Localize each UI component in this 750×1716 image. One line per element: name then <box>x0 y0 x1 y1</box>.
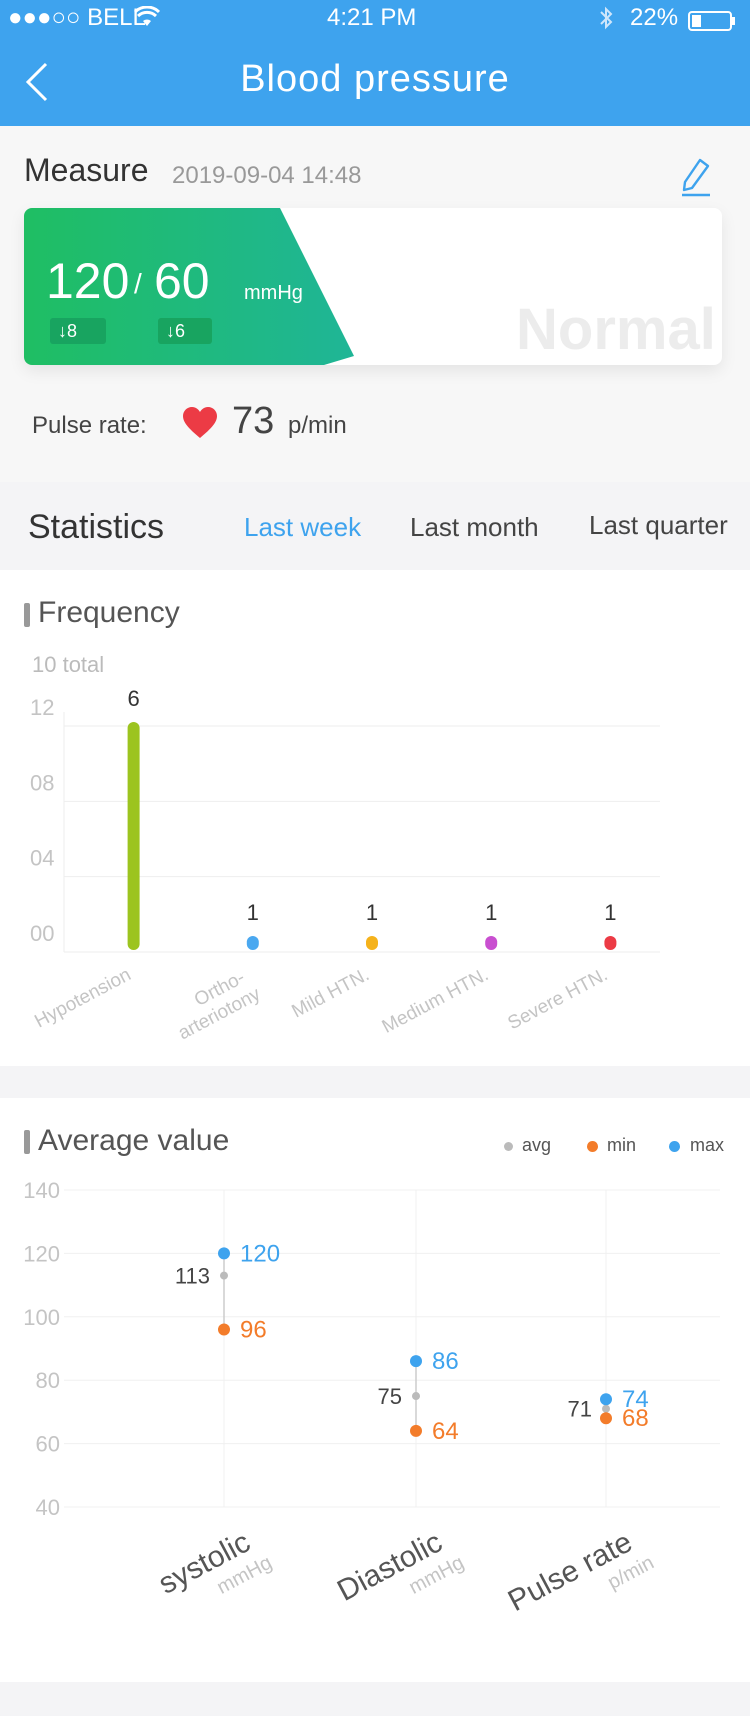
x-tick-text: Severe HTN. <box>505 964 612 1034</box>
tab-last-week[interactable]: Last week <box>244 512 362 542</box>
diastolic-value: 60 <box>154 253 210 309</box>
statistics-title: Statistics <box>28 508 165 546</box>
systolic-change-badge: ↓8 <box>50 318 106 344</box>
x-tick-label: Medium HTN. <box>379 964 492 1038</box>
wifi-icon <box>133 5 161 35</box>
min-point <box>600 1412 612 1425</box>
y-tick-label: 04 <box>30 846 54 871</box>
x-tick-label: Ortho-arteriotony <box>175 967 265 1040</box>
carrier-signal: ●●●○○ BELL <box>8 4 146 31</box>
avg-point <box>220 1271 228 1280</box>
max-value-label: 120 <box>240 1240 280 1267</box>
battery-icon <box>688 10 736 38</box>
max-point <box>410 1355 422 1368</box>
pulse-value: 73 <box>232 400 275 442</box>
min-value-label: 96 <box>240 1316 267 1343</box>
y-tick-label: 08 <box>30 770 54 795</box>
chevron-left-icon <box>25 62 48 102</box>
section-marker <box>24 603 30 627</box>
x-tick-text: Mild HTN. <box>288 964 372 1022</box>
status-label: Normal <box>516 297 716 362</box>
bar-value-label: 6 <box>127 690 139 711</box>
bar <box>604 936 617 950</box>
bar-value-label: 1 <box>366 900 378 925</box>
frequency-card <box>0 570 750 1066</box>
avg-value-label: 113 <box>175 1264 210 1289</box>
x-tick-label: Severe HTN. <box>505 964 612 1034</box>
page-title: Blood pressure <box>240 58 510 100</box>
bar <box>127 722 140 950</box>
y-tick-label: 60 <box>36 1432 60 1457</box>
value-separator: / <box>134 268 142 299</box>
frequency-chart: 00 04 08 12 6 Hypotension 1 Ortho-arteriotony 1 M… <box>30 690 660 1040</box>
bar <box>485 936 498 950</box>
x-tick-label: Mild HTN. <box>288 964 372 1022</box>
y-tick-label: 120 <box>23 1241 60 1266</box>
frequency-total: 10 total <box>32 652 105 677</box>
legend-min-label: min <box>607 1135 637 1155</box>
measure-label: Measure <box>24 152 149 188</box>
bar-value-label: 1 <box>604 900 616 925</box>
average-card <box>0 1098 750 1682</box>
legend-avg-label: avg <box>522 1135 552 1155</box>
avg-value-label: 71 <box>568 1397 592 1422</box>
heart-icon <box>182 406 218 440</box>
systolic-value: 120 <box>46 253 130 309</box>
bar-value-label: 1 <box>485 900 497 925</box>
bar-value-label: 1 <box>247 900 259 925</box>
battery-percent: 22% <box>630 4 679 31</box>
legend-min-dot <box>587 1141 598 1152</box>
max-value-label: 74 <box>622 1386 649 1413</box>
pencil-icon <box>682 158 710 197</box>
avg-point <box>412 1392 420 1401</box>
average-title: Average value <box>38 1124 230 1157</box>
edit-button[interactable] <box>678 156 714 198</box>
y-tick-label: 100 <box>23 1305 60 1330</box>
avg-point <box>602 1404 610 1413</box>
x-tick-label: Hypotension <box>31 964 134 1032</box>
y-tick-label: 12 <box>30 695 54 720</box>
max-value-label: 86 <box>432 1348 459 1375</box>
back-button[interactable] <box>20 60 56 104</box>
bar <box>366 936 378 950</box>
y-tick-label: 40 <box>36 1495 60 1520</box>
frequency-title: Frequency <box>38 596 180 629</box>
section-marker <box>24 1130 30 1154</box>
pressure-unit: mmHg <box>244 282 303 304</box>
min-value-label: 68 <box>622 1405 649 1432</box>
bar <box>246 936 259 950</box>
y-tick-label: 80 <box>36 1368 60 1393</box>
legend-max-label: max <box>690 1135 725 1155</box>
y-tick-label: 140 <box>23 1178 60 1203</box>
clock: 4:21 PM <box>327 4 417 31</box>
tab-last-quarter[interactable]: Last quarter <box>589 510 728 540</box>
diastolic-change-badge: ↓6 <box>158 318 212 344</box>
pulse-label: Pulse rate: <box>32 412 147 439</box>
x-tick-text: Medium HTN. <box>379 964 492 1038</box>
statistics-bar <box>0 482 750 570</box>
max-point <box>218 1247 230 1260</box>
max-point <box>600 1393 612 1406</box>
app-header: ●●●○○ BELL 4:21 PM 22% Blood pressure <box>0 0 750 126</box>
y-tick-label: 00 <box>30 921 54 946</box>
bluetooth-icon <box>598 6 614 37</box>
min-point <box>410 1424 422 1437</box>
measure-datetime: 2019-09-04 14:48 <box>172 162 362 189</box>
avg-value-label: 75 <box>378 1384 402 1409</box>
min-value-label: 64 <box>432 1418 459 1445</box>
tab-last-month[interactable]: Last month <box>410 512 539 542</box>
legend-avg-dot <box>504 1142 513 1151</box>
x-tick-text: Hypotension <box>31 964 134 1032</box>
pulse-unit: p/min <box>288 412 347 439</box>
legend-max-dot <box>669 1141 680 1152</box>
min-point <box>218 1323 230 1336</box>
